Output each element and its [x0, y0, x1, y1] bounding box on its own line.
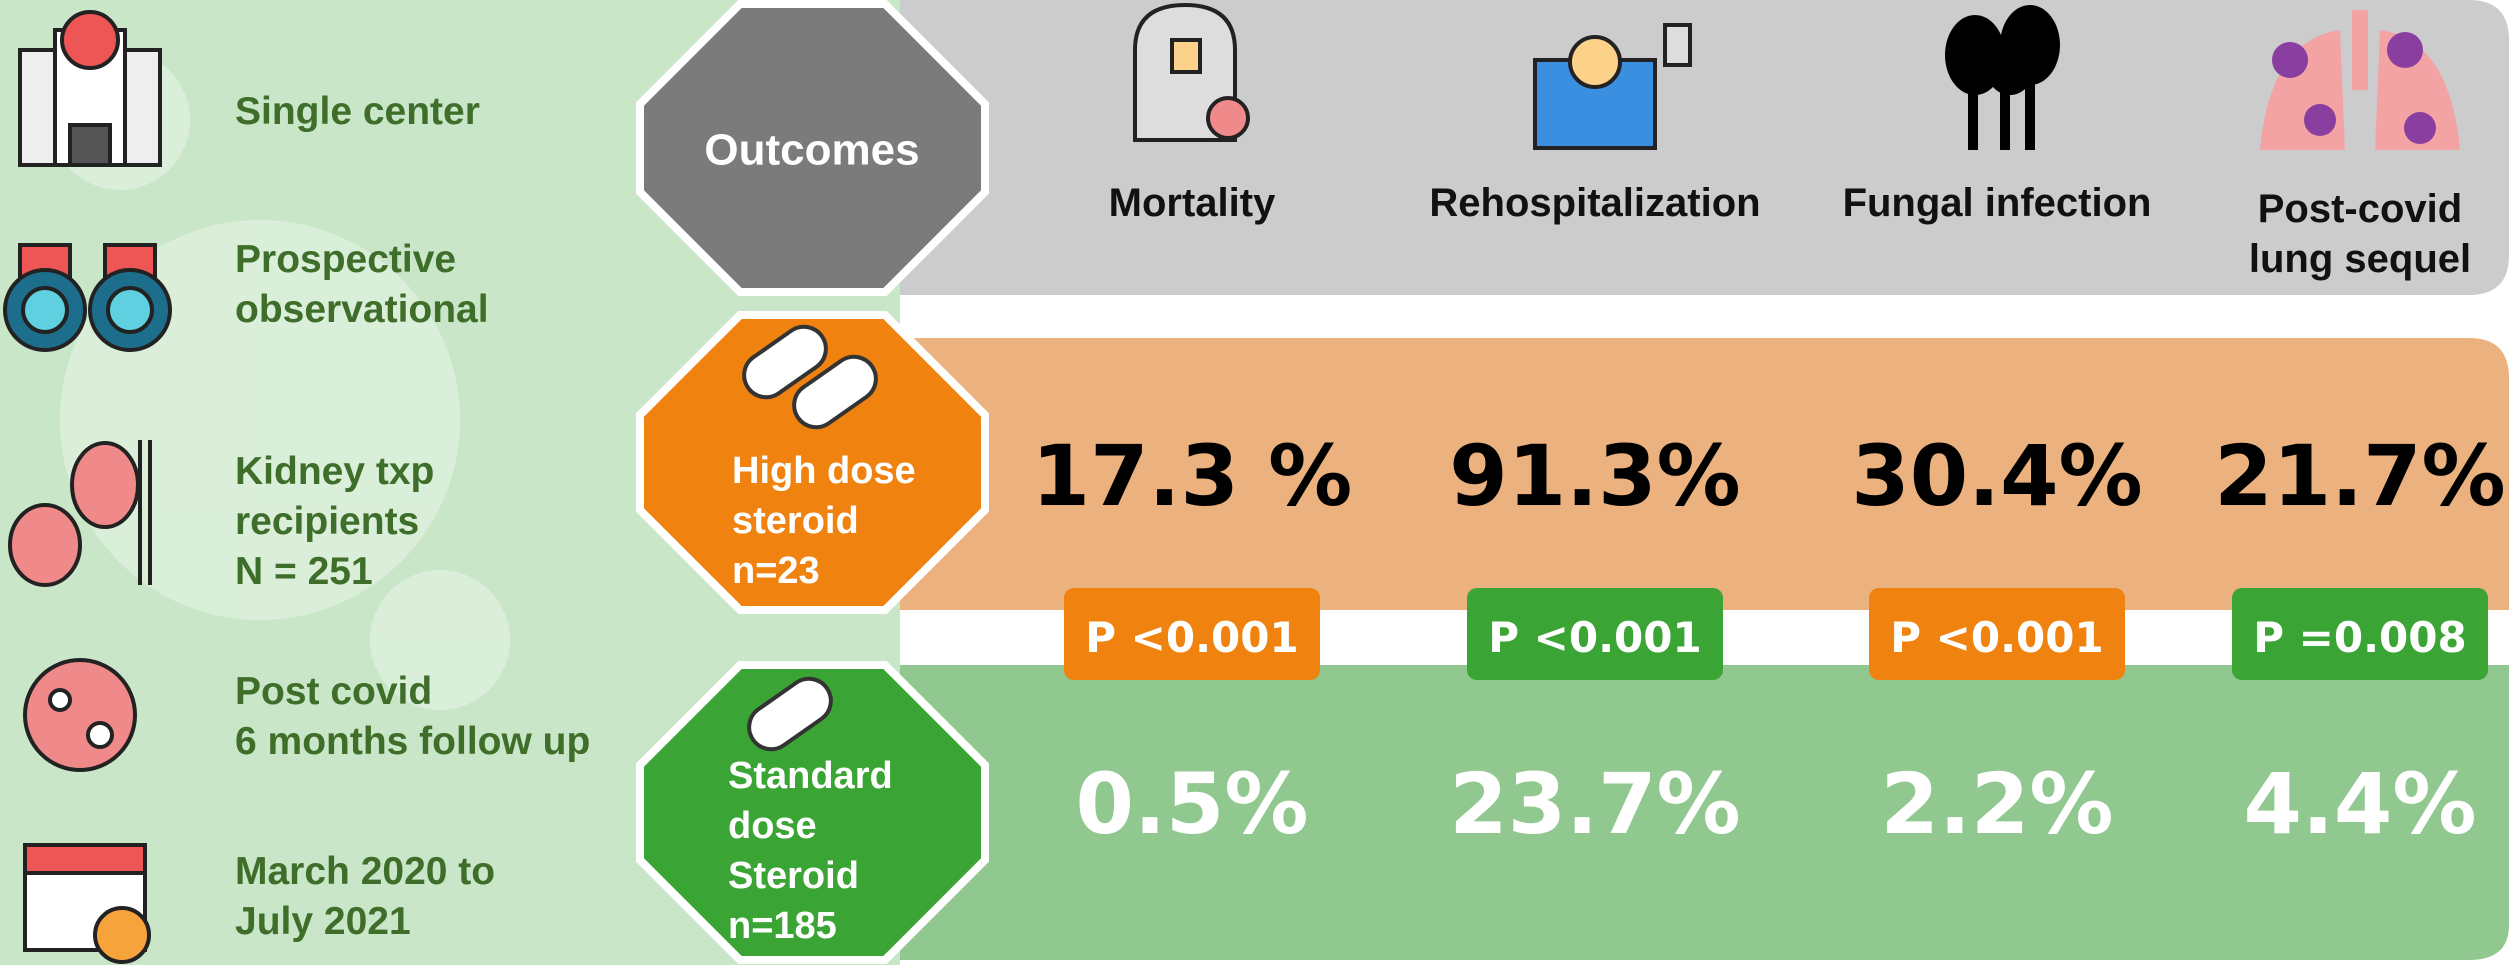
standard-dose-value: 0.5%	[1076, 755, 1309, 853]
study-text: July 2021	[235, 900, 411, 943]
high-dose-value: 17.3 %	[1032, 427, 1353, 525]
outcome-label: Post-covid	[2258, 187, 2462, 231]
standard-dose-label: Standard	[728, 755, 893, 797]
outcome-label: Mortality	[1109, 181, 1276, 225]
high-dose-label: High dose	[732, 450, 916, 492]
study-text: recipients	[235, 500, 419, 543]
infographic: Single center Prospective observational Kid…	[0, 0, 2509, 965]
standard-dose-label: dose	[728, 805, 817, 847]
study-text: Single center	[235, 90, 480, 133]
outcomes-header: Outcomes	[704, 126, 919, 175]
study-text: March 2020 to	[235, 850, 495, 893]
standard-dose-value: 4.4%	[2244, 755, 2477, 853]
standard-dose-value: 2.2%	[1881, 755, 2114, 853]
standard-dose-label: n=185	[728, 905, 837, 947]
high-dose-label: n=23	[732, 550, 820, 592]
outcome-label: Fungal infection	[1843, 181, 2152, 225]
high-dose-value: 21.7%	[2214, 427, 2505, 525]
study-text: observational	[235, 288, 489, 331]
virus-icon	[25, 660, 135, 770]
study-text: Prospective	[235, 238, 456, 281]
outcome-label: lung sequel	[2249, 237, 2471, 281]
high-dose-value: 30.4%	[1851, 427, 2142, 525]
p-value: P <0.001	[1890, 613, 2103, 662]
study-text: Post covid	[235, 670, 432, 713]
standard-dose-label: Steroid	[728, 855, 859, 897]
high-dose-label: steroid	[732, 500, 859, 542]
p-value: P <0.001	[1085, 613, 1298, 662]
outcome-label: Rehospitalization	[1429, 181, 1760, 225]
page: Single center Prospective observational Kid…	[0, 0, 2509, 965]
p-value: P =0.008	[2253, 613, 2466, 662]
high-dose-value: 91.3%	[1449, 427, 1740, 525]
study-text: N = 251	[235, 550, 373, 593]
p-value: P <0.001	[1488, 613, 1701, 662]
calendar-icon	[25, 845, 149, 962]
mortality-icon	[1135, 5, 1248, 140]
study-text: Kidney txp	[235, 450, 434, 493]
standard-dose-value: 23.7%	[1449, 755, 1740, 853]
study-text: 6 months follow up	[235, 720, 590, 763]
